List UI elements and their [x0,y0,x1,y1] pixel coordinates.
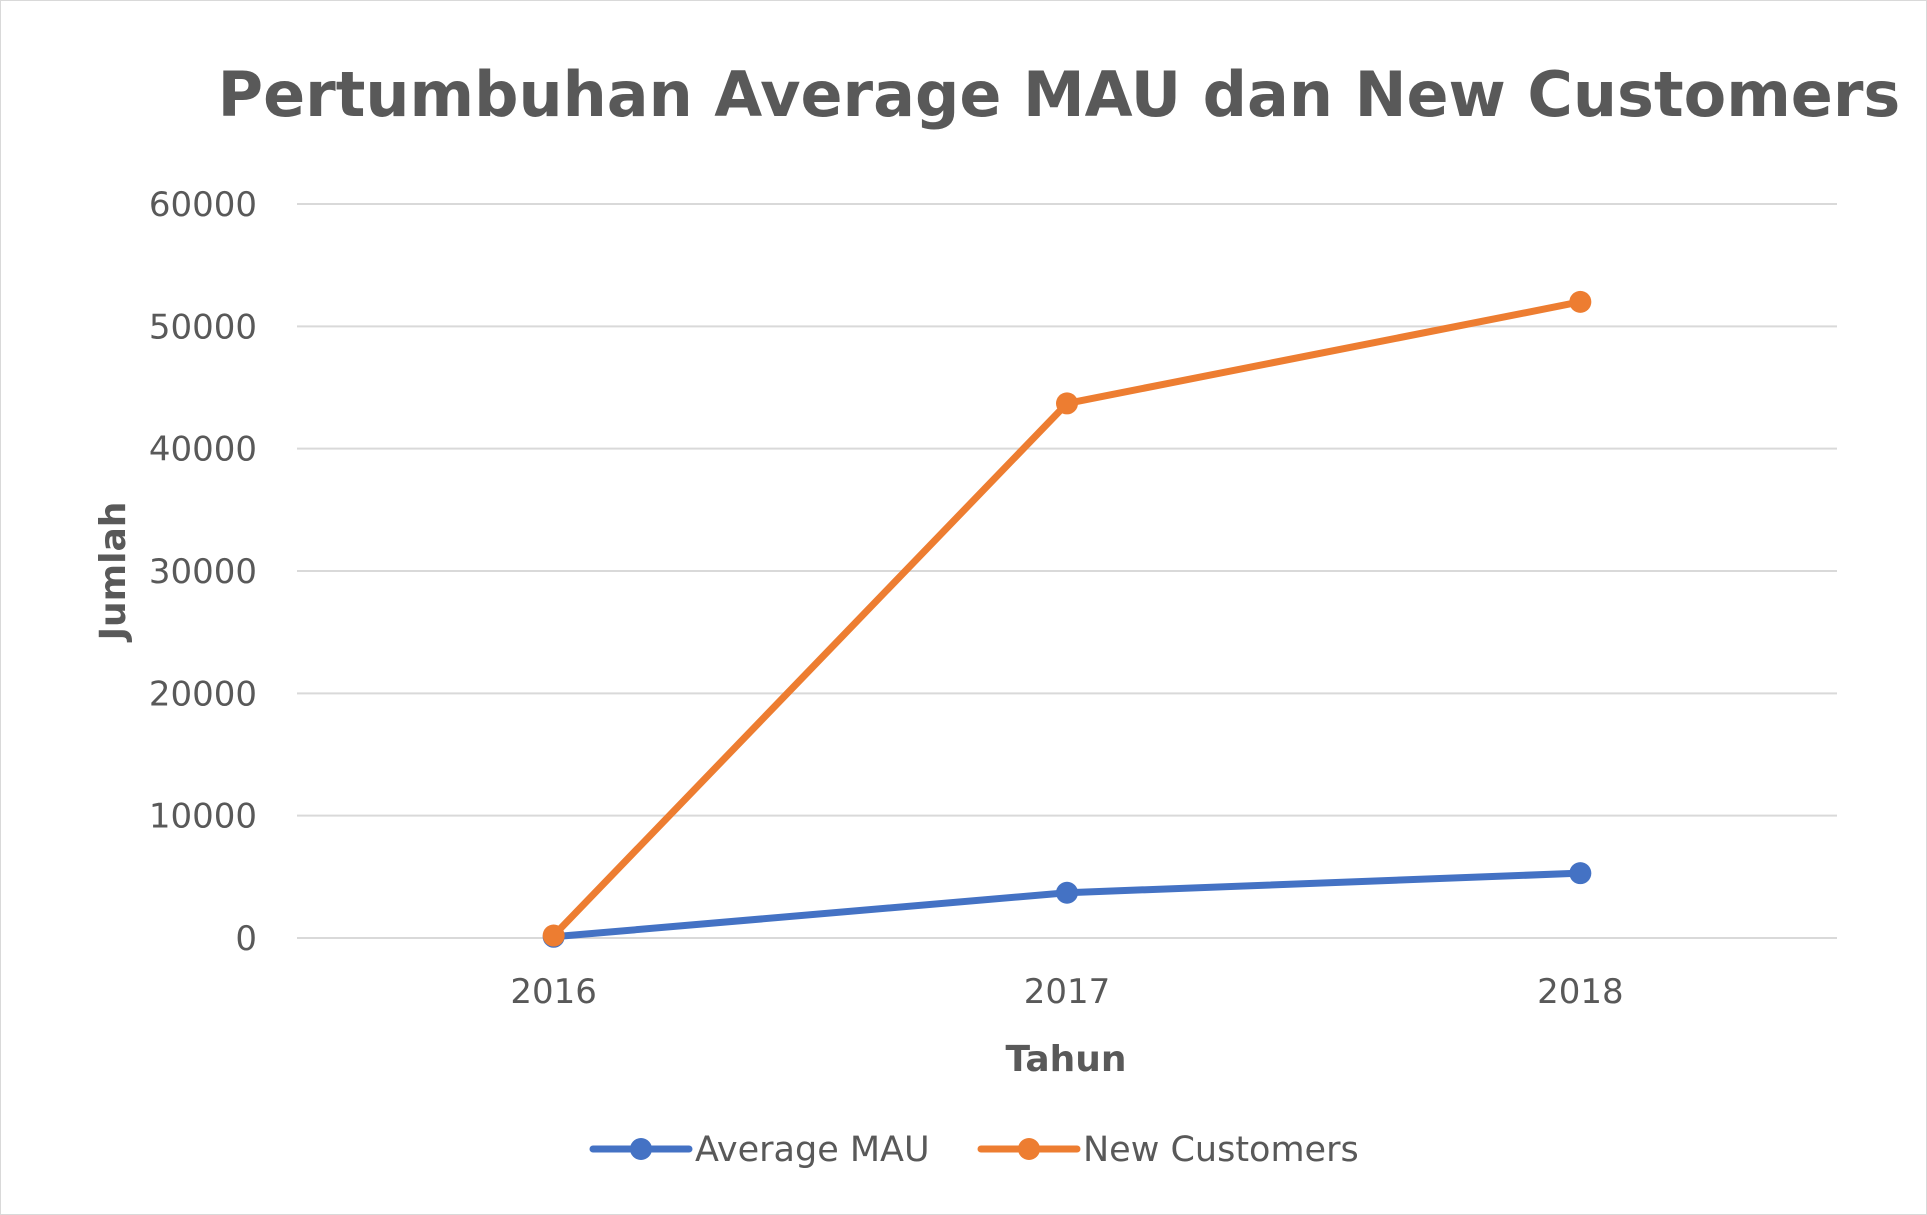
y-tick-label: 40000 [149,430,257,470]
legend-item: New Customers [977,1130,1359,1170]
series-lines [542,290,1592,948]
series-new-customers [542,290,1592,947]
gridlines [297,203,1837,939]
x-axis-tick-labels: 2016 2017 2018 [510,972,1623,1012]
y-tick-label: 30000 [149,552,257,592]
x-tick-label: 2016 [510,972,597,1012]
series-average-mau [542,862,1592,948]
x-tick-label: 2018 [1537,972,1624,1012]
data-point [542,924,565,947]
legend-item: Average MAU [589,1130,930,1170]
y-tick-label: 50000 [149,307,257,347]
y-tick-label: 10000 [149,797,257,837]
legend: Average MAU New Customers [589,1130,1359,1170]
chart-title: Pertumbuhan Average MAU dan New Customer… [218,58,1901,131]
data-point [1569,862,1592,885]
data-point [1569,290,1592,313]
y-axis-title: Jumlah [93,502,134,644]
legend-label: New Customers [1083,1130,1359,1170]
data-point [1056,881,1078,904]
y-tick-label: 0 [235,919,257,959]
legend-swatch-marker [1018,1138,1040,1160]
x-tick-label: 2017 [1024,972,1111,1012]
data-point [1056,392,1078,415]
x-axis-title: Tahun [1005,1039,1126,1080]
y-tick-label: 20000 [149,674,257,714]
legend-swatch-marker [630,1138,652,1160]
y-axis-tick-labels: 0 10000 20000 30000 40000 50000 60000 [149,185,257,959]
legend-label: Average MAU [695,1130,930,1170]
y-tick-label: 60000 [149,185,257,225]
